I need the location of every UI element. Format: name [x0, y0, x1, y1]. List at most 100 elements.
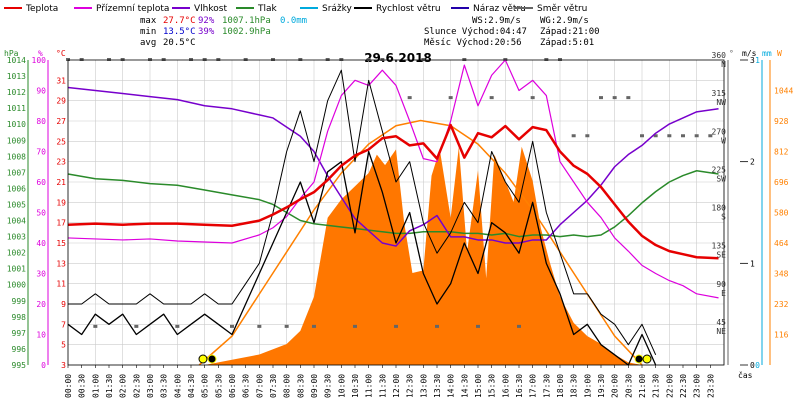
- hpa-tick: 1003: [7, 233, 26, 242]
- x-tick: 12:30: [406, 374, 415, 398]
- ms-tick: 0: [750, 361, 755, 370]
- x-tick: 11:30: [378, 374, 387, 398]
- dir-point: [189, 58, 193, 61]
- series-rychlost-v-tru: [67, 150, 657, 366]
- x-tick: 01:00: [91, 374, 100, 398]
- x-tick: 04:30: [187, 374, 196, 398]
- w-tick: 1044: [774, 87, 793, 96]
- x-tick: 19:00: [583, 374, 592, 398]
- pct-tick: 100: [32, 56, 47, 65]
- dir-compass: S: [721, 213, 726, 222]
- dir-point: [202, 58, 207, 61]
- x-tick: 04:00: [173, 374, 182, 398]
- hpa-tick: 997: [12, 329, 27, 338]
- w-tick: 232: [774, 300, 789, 309]
- hpa-tick: 1011: [7, 104, 26, 113]
- dir-point: [271, 58, 275, 61]
- wind-direction-points: [66, 58, 713, 328]
- dir-point: [325, 58, 330, 61]
- info-sun-rise: Slunce Východ:04:47: [424, 27, 527, 37]
- dir-compass: N: [721, 60, 726, 69]
- hpa-tick: 1012: [7, 88, 26, 97]
- temp-tick: 17: [56, 219, 66, 228]
- legend-item: Vlhkost: [194, 4, 227, 14]
- stat-min-press: 1002.9hPa: [222, 27, 271, 37]
- x-tick: 21:00: [638, 374, 647, 398]
- hpa-tick: 1002: [7, 249, 26, 258]
- stat-min-label: min: [140, 27, 156, 37]
- dir-point: [585, 134, 590, 138]
- hpa-tick: 1004: [7, 217, 26, 226]
- mm-axis-label: mm: [762, 49, 772, 58]
- x-tick: 07:30: [269, 374, 278, 398]
- sun-moon-markers: [198, 354, 652, 364]
- dir-point: [599, 96, 603, 100]
- dir-point: [148, 58, 152, 61]
- w-tick: 812: [774, 148, 789, 157]
- x-tick: 11:00: [365, 374, 374, 398]
- x-tick: 07:00: [255, 374, 264, 398]
- pct-axis-label: %: [38, 49, 43, 58]
- legend-item: Srážky: [322, 4, 353, 14]
- dir-compass: E: [721, 289, 726, 298]
- x-tick: 23:30: [706, 374, 715, 398]
- w-tick: 580: [774, 209, 789, 218]
- x-tick: 09:00: [310, 374, 319, 398]
- stat-avg-temp: 20.5°C: [163, 38, 196, 48]
- x-tick: 05:30: [214, 374, 223, 398]
- temp-tick: 19: [56, 198, 66, 207]
- sunset-marker: [642, 354, 652, 364]
- x-tick: 20:00: [611, 374, 620, 398]
- pct-tick: 60: [36, 178, 46, 187]
- x-tick: 02:30: [132, 374, 141, 398]
- dir-point: [257, 324, 262, 328]
- dir-point: [681, 134, 685, 138]
- dir-point: [640, 134, 644, 138]
- hpa-tick: 1001: [7, 265, 26, 274]
- hpa-tick: 999: [12, 297, 27, 306]
- pct-tick: 50: [36, 209, 46, 218]
- dir-point: [107, 58, 111, 61]
- x-tick: 02:00: [119, 374, 128, 398]
- x-tick: 12:00: [392, 374, 401, 398]
- x-tick: 08:00: [283, 374, 292, 398]
- dir-point: [626, 96, 631, 100]
- x-tick: 16:00: [501, 374, 510, 398]
- dir-point: [667, 134, 672, 138]
- hpa-axis-label: hPa: [4, 49, 19, 58]
- dir-point: [530, 96, 535, 100]
- mm-tick: 0: [755, 361, 760, 370]
- dir-point: [134, 324, 139, 328]
- legend-item: Rychlost větru: [376, 4, 441, 14]
- info-moon-set: Západ:5:01: [540, 38, 594, 48]
- x-tick: 14:00: [447, 374, 456, 398]
- dir-tick: 270: [712, 127, 727, 136]
- dir-point: [517, 324, 521, 328]
- hpa-tick: 995: [12, 361, 27, 370]
- dir-point: [476, 324, 480, 328]
- hpa-tick: 1010: [7, 120, 26, 129]
- legend-item: Směr větru: [537, 4, 587, 14]
- stat-max-label: max: [140, 16, 157, 26]
- x-tick: 13:00: [419, 374, 428, 398]
- temp-tick: 11: [56, 280, 66, 289]
- stat-rain-total: 0.0mm: [280, 16, 307, 26]
- dir-point: [161, 58, 166, 61]
- ms-axis-label: m/s: [742, 49, 757, 58]
- pct-tick: 80: [36, 117, 46, 126]
- hpa-tick: 1007: [7, 168, 26, 177]
- dir-compass: NE: [716, 327, 726, 336]
- dir-compass: SE: [716, 251, 726, 260]
- info-moon-rise: Měsíc Východ:20:56: [424, 38, 522, 48]
- dir-tick: 180: [712, 204, 727, 213]
- x-tick: 05:00: [201, 374, 210, 398]
- dir-axis-label: °: [729, 49, 734, 58]
- series-tlak: [67, 170, 719, 238]
- dir-compass: SW: [716, 174, 726, 183]
- info-block: WS:2.9m/s WG:2.9m/s Slunce Východ:04:47 …: [424, 16, 600, 48]
- legend: Teplota Přízemní teplota Vlhkost Tlak Srážky…: [4, 4, 587, 14]
- dir-point: [79, 58, 84, 61]
- x-tick: 06:00: [228, 374, 237, 398]
- dir-tick: 45: [716, 318, 726, 327]
